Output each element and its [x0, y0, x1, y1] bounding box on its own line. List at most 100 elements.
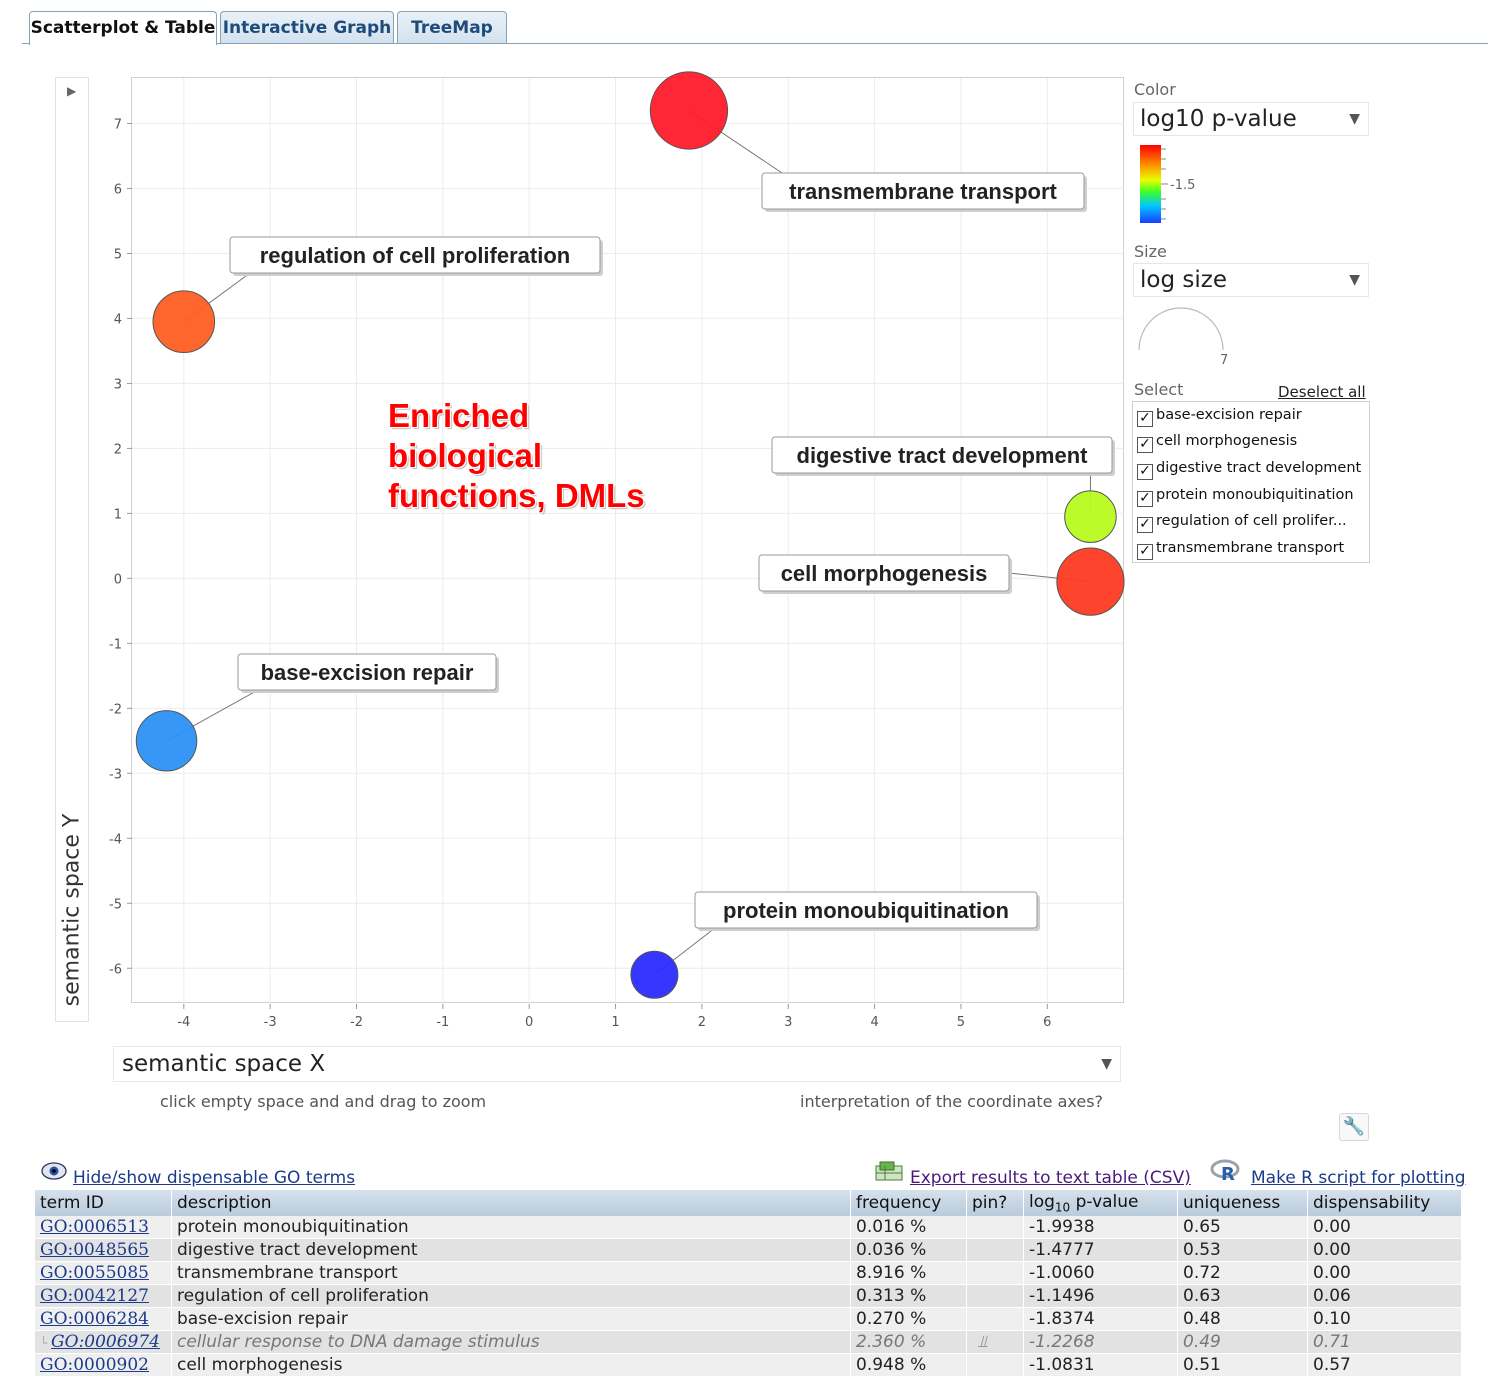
tab-scatterplot-table[interactable]: Scatterplot & Table — [29, 11, 217, 45]
pin-icon[interactable]: ⫫ — [978, 1332, 988, 1352]
bubble-3[interactable] — [1056, 547, 1125, 616]
expand-arrow-icon[interactable]: ▶ — [67, 84, 77, 98]
select-item-protein-monoubiquitination[interactable]: ✓ protein monoubiquitination — [1137, 483, 1354, 507]
r-logo-icon[interactable]: R — [1210, 1158, 1244, 1184]
dispensability-cell: 0.00 — [1307, 1238, 1462, 1262]
spreadsheet-export-icon[interactable] — [874, 1160, 906, 1182]
frequency-cell: 2.360 % — [850, 1330, 967, 1354]
dropdown-arrow-icon: ▼ — [1349, 111, 1360, 127]
dispensability-cell: 0.57 — [1307, 1353, 1462, 1377]
tab-treemap[interactable]: TreeMap — [397, 11, 507, 43]
bubble-2[interactable] — [1064, 490, 1117, 543]
go-term-link[interactable]: GO:0006513 — [40, 1217, 149, 1237]
eye-icon[interactable] — [40, 1160, 68, 1182]
export-csv-link[interactable]: Export results to text table (CSV) — [910, 1168, 1191, 1188]
y-axis-panel[interactable]: ▶ — [55, 77, 89, 1022]
go-term-link[interactable]: GO:0048565 — [40, 1240, 149, 1260]
results-table: term ID description frequency pin? log10… — [35, 1190, 1462, 1377]
point-label: transmembrane transport — [789, 179, 1057, 204]
tab-interactive-graph[interactable]: Interactive Graph — [220, 11, 394, 43]
bubble-5[interactable] — [630, 950, 679, 999]
checkbox-checked-icon[interactable]: ✓ — [1137, 544, 1153, 560]
pvalue-cell: -1.2268 — [1023, 1330, 1178, 1354]
table-row: └ GO:0006974 cellular response to DNA dam… — [35, 1330, 1462, 1354]
checkbox-checked-icon[interactable]: ✓ — [1137, 437, 1153, 453]
label-box — [761, 172, 1085, 210]
table-row: GO:0048565 digestive tract development 0.0… — [35, 1238, 1462, 1262]
term-id-cell: GO:0048565 — [35, 1238, 172, 1262]
col-pin[interactable]: pin? — [966, 1190, 1024, 1216]
bubble-4[interactable] — [135, 710, 198, 772]
checkbox-checked-icon[interactable]: ✓ — [1137, 517, 1153, 533]
annotation-line-2: biological — [388, 437, 543, 474]
pin-cell[interactable] — [966, 1216, 1024, 1239]
size-legend-arc — [1138, 307, 1224, 351]
size-select[interactable]: log size ▼ — [1133, 263, 1369, 297]
size-select-value: log size — [1140, 267, 1227, 293]
pvalue-cell: -1.0060 — [1023, 1261, 1178, 1285]
go-term-link[interactable]: GO:0006974 — [51, 1332, 161, 1352]
pin-cell[interactable]: ⫫ — [966, 1330, 1024, 1354]
select-item-regulation-of-cell-proliferation[interactable]: ✓ regulation of cell prolifer... — [1137, 509, 1347, 533]
term-id-cell: GO:0000902 — [35, 1353, 172, 1377]
checkbox-checked-icon[interactable]: ✓ — [1137, 464, 1153, 480]
label-box — [237, 653, 497, 691]
bubble-1[interactable] — [152, 290, 216, 353]
pin-cell[interactable] — [966, 1284, 1024, 1308]
deselect-all-link[interactable]: Deselect all — [1278, 383, 1366, 401]
scatterplot-canvas[interactable]: -4 -3 -2 -1 0 1 2 3 4 5 6 7 6 5 4 3 2 1 0 -1 -2 -3 -4 -5 -6 trans… — [109, 71, 1125, 1030]
size-legend: 7 — [1138, 307, 1228, 368]
pin-cell[interactable] — [966, 1261, 1024, 1285]
go-term-link[interactable]: GO:0006284 — [40, 1309, 149, 1329]
go-term-link[interactable]: GO:0055085 — [40, 1263, 149, 1283]
description-cell: transmembrane transport — [171, 1261, 851, 1285]
tab-bar-line — [22, 43, 1488, 44]
col-description[interactable]: description — [171, 1190, 851, 1216]
plot-annotation: Enriched biological functions, DMLs — [388, 396, 645, 516]
axes-interpretation-link[interactable]: interpretation of the coordinate axes? — [800, 1092, 1104, 1111]
wrench-icon[interactable]: 🔧 — [1339, 1113, 1369, 1141]
select-item-cell-morphogenesis[interactable]: ✓ cell morphogenesis — [1137, 429, 1297, 453]
x-tick-label: -2 — [350, 1015, 363, 1030]
select-item-transmembrane-transport[interactable]: ✓ transmembrane transport — [1137, 536, 1344, 560]
make-r-script-link[interactable]: Make R script for plotting — [1251, 1168, 1466, 1188]
color-gradient-bar — [1140, 145, 1161, 223]
table-row: GO:0006284 base-excision repair 0.270 % -1.… — [35, 1307, 1462, 1331]
col-dispensability[interactable]: dispensability — [1307, 1190, 1462, 1216]
pin-cell[interactable] — [966, 1238, 1024, 1262]
select-item-digestive-tract-development[interactable]: ✓ digestive tract development — [1137, 456, 1361, 480]
hide-show-dispensable-link[interactable]: Hide/show dispensable GO terms — [73, 1168, 356, 1188]
col-log10-pvalue[interactable]: log10 p-value — [1023, 1190, 1178, 1216]
label-box — [758, 554, 1010, 592]
bubble-0[interactable] — [649, 71, 729, 150]
term-id-cell: └ GO:0006974 — [35, 1330, 172, 1354]
uniqueness-cell: 0.63 — [1177, 1284, 1308, 1308]
select-item-base-excision-repair[interactable]: ✓ base-excision repair — [1137, 403, 1302, 427]
pin-cell[interactable] — [966, 1307, 1024, 1331]
col-uniqueness[interactable]: uniqueness — [1177, 1190, 1308, 1216]
checkbox-checked-icon[interactable]: ✓ — [1137, 491, 1153, 507]
x-tick-label: 5 — [957, 1015, 965, 1030]
point-label: regulation of cell proliferation — [260, 243, 570, 268]
frequency-cell: 0.036 % — [850, 1238, 967, 1262]
go-term-link[interactable]: GO:0042127 — [40, 1286, 149, 1306]
color-select-value: log10 p-value — [1140, 106, 1297, 132]
pin-cell[interactable] — [966, 1353, 1024, 1377]
dropdown-arrow-icon: ▼ — [1349, 272, 1360, 288]
go-term-link[interactable]: GO:0000902 — [40, 1355, 149, 1375]
col-frequency[interactable]: frequency — [850, 1190, 967, 1216]
description-cell: cell morphogenesis — [171, 1353, 851, 1377]
scatterplot[interactable]: -4 -3 -2 -1 0 1 2 3 4 5 6 7 6 5 4 3 2 1 0 -1 -2 -3 -4 -5 -6 trans… — [109, 71, 1125, 1030]
checkbox-checked-icon[interactable]: ✓ — [1137, 411, 1153, 427]
frequency-cell: 0.313 % — [850, 1284, 967, 1308]
x-axis-select[interactable]: semantic space X ▼ — [113, 1046, 1121, 1082]
y-tick-label: -6 — [109, 962, 122, 977]
label-box — [771, 436, 1113, 474]
col-term-id[interactable]: term ID — [35, 1190, 172, 1216]
color-select[interactable]: log10 p-value ▼ — [1133, 102, 1369, 136]
y-tick-label: -1 — [109, 637, 122, 652]
x-axis-select-value: semantic space X — [122, 1051, 326, 1077]
point-label: base-excision repair — [261, 660, 474, 685]
point-label: digestive tract development — [797, 443, 1089, 468]
y-tick-label: 2 — [114, 442, 122, 457]
